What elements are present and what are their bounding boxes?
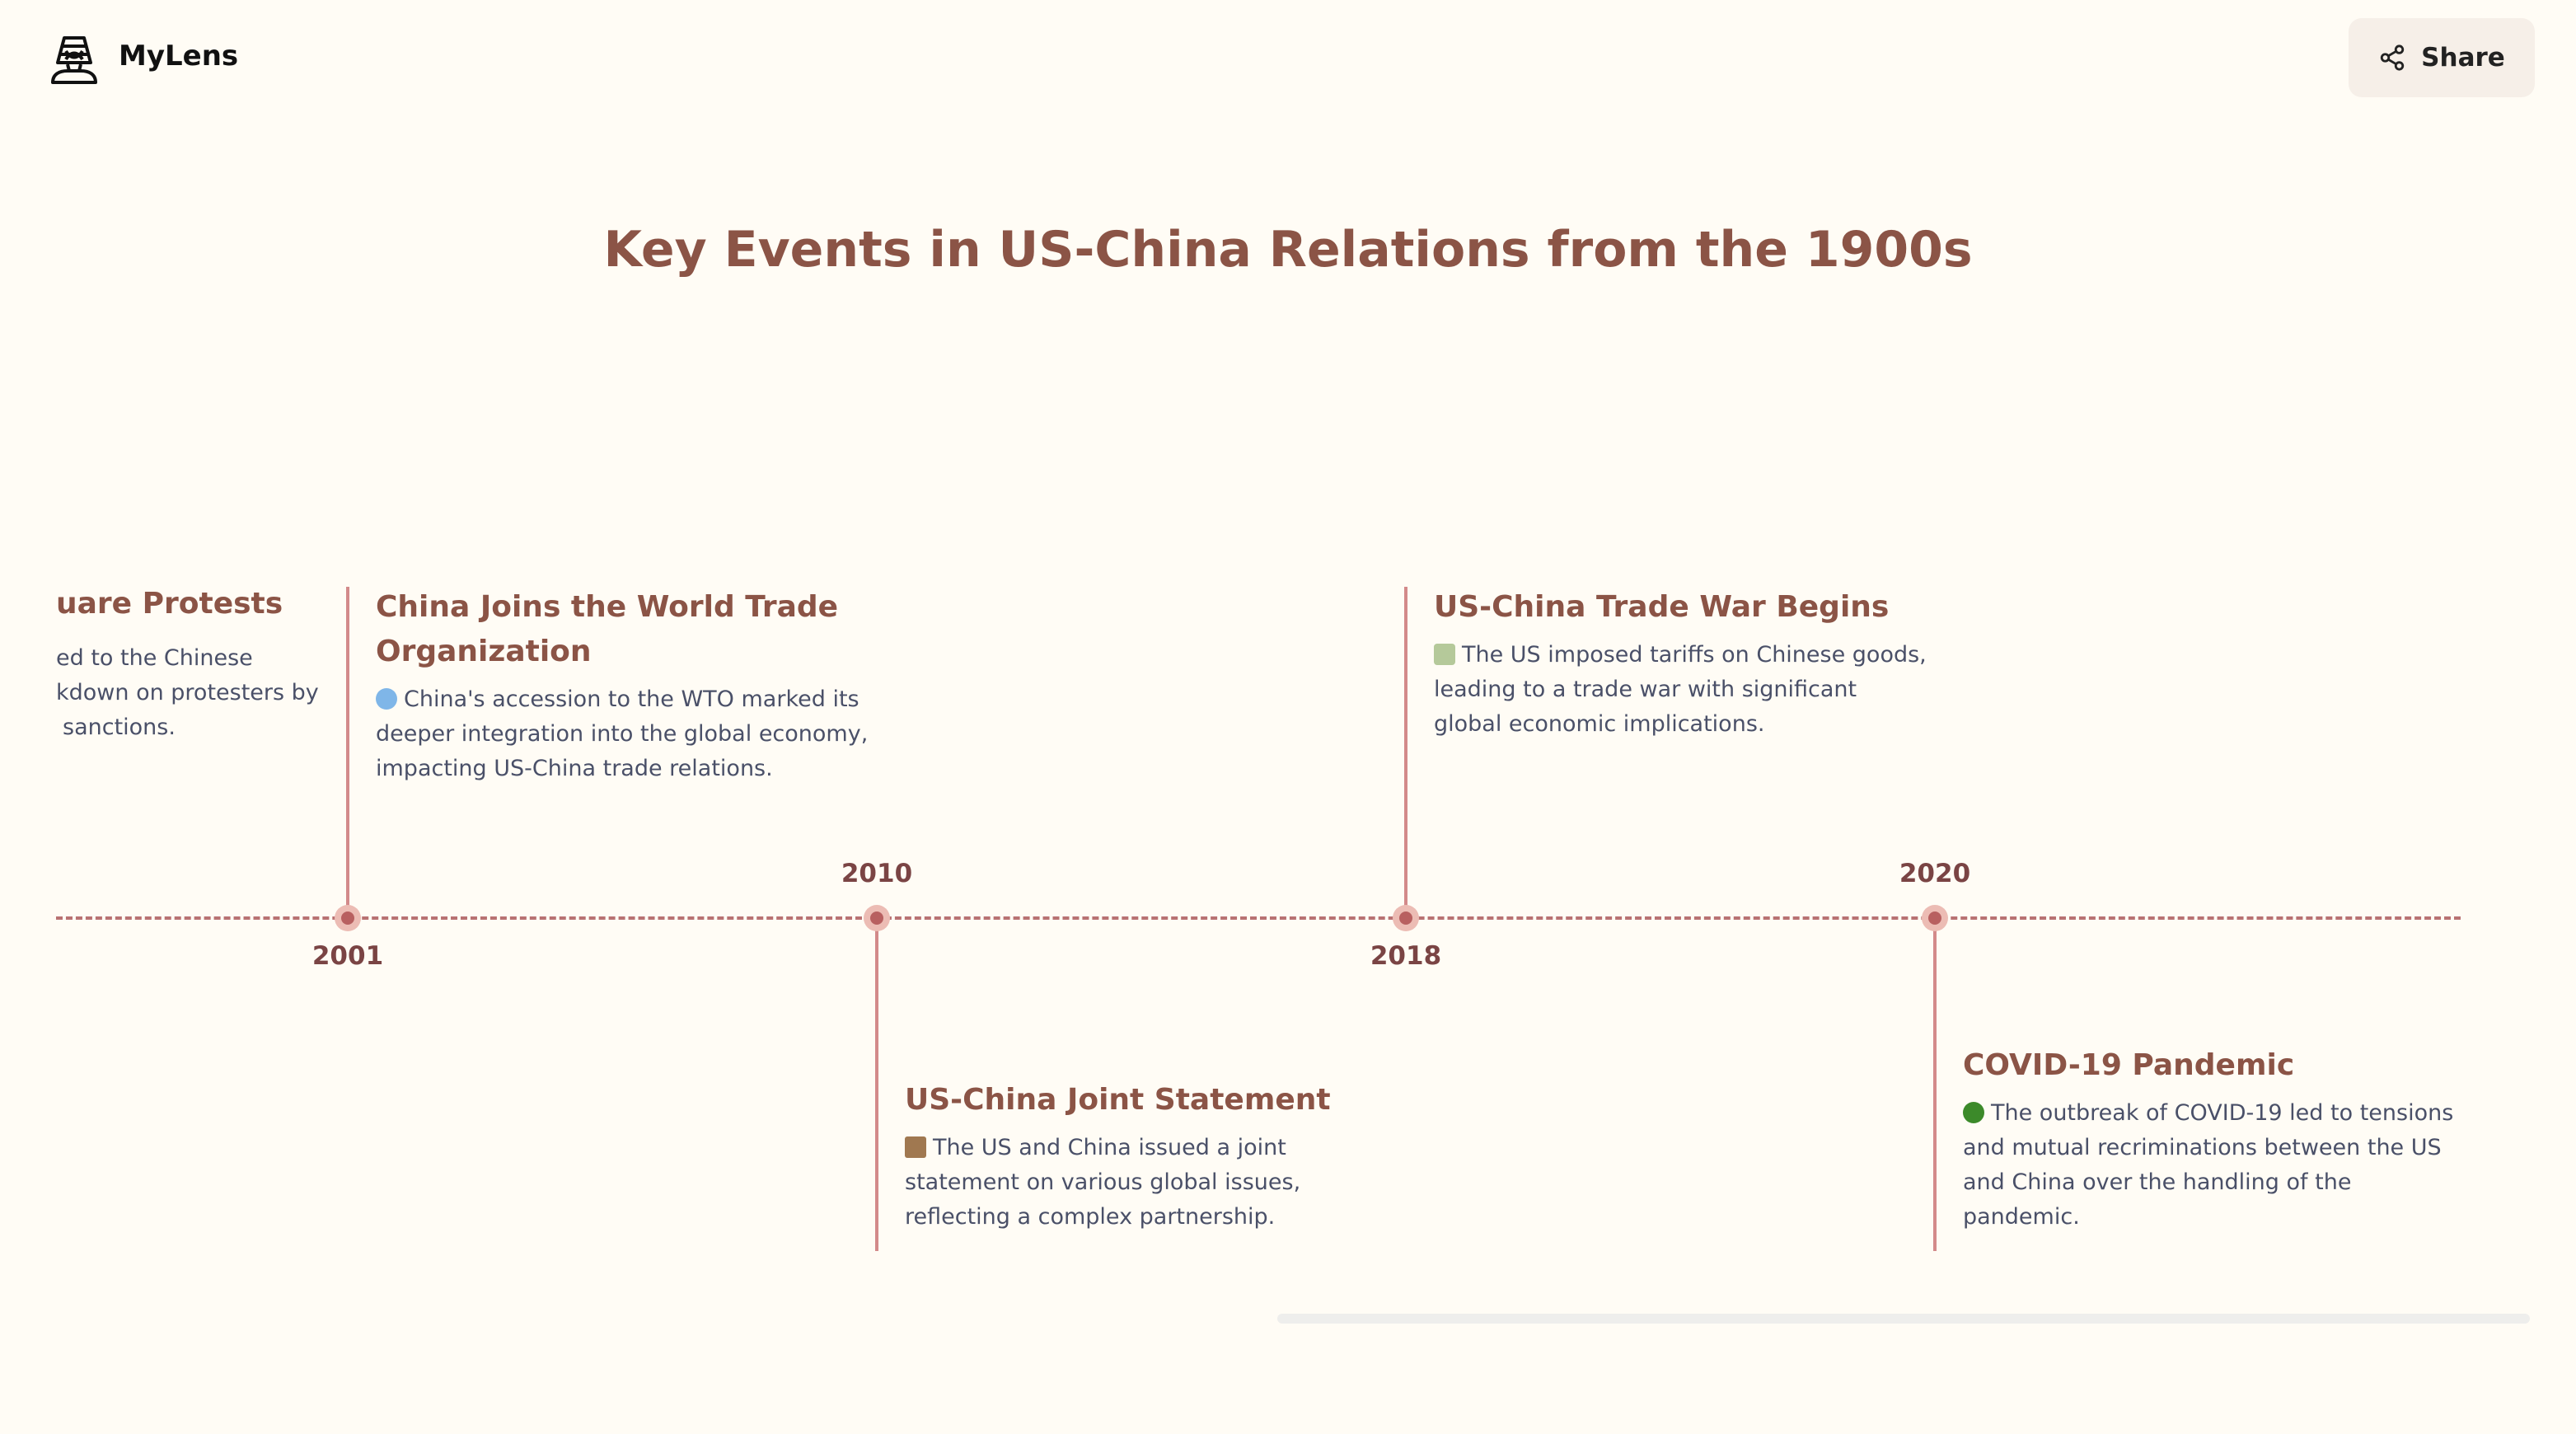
event-title: China Joins the World Trade Organization [376, 590, 839, 668]
microbe-icon [1963, 1102, 1984, 1123]
timeline-node[interactable] [1922, 905, 1948, 931]
timeline-event: COVID-19 Pandemic The outbreak of COVID-… [1963, 1043, 2457, 1235]
event-description: The outbreak of COVID-19 led to tensions… [1963, 1100, 2454, 1230]
timeline-event: China Joins the World Trade Organization… [376, 585, 870, 786]
share-button[interactable]: Share [2349, 18, 2535, 97]
globe-icon [376, 688, 397, 710]
year-label: 2018 [1370, 941, 1442, 971]
scroll-icon [905, 1136, 926, 1158]
event-description: The US imposed tariffs on Chinese goods,… [1434, 642, 1927, 737]
event-line: sanctions. [63, 715, 176, 740]
event-title: US-China Trade War Begins [1434, 590, 1890, 624]
horizontal-scrollbar[interactable] [1277, 1314, 2530, 1324]
event-connector [875, 920, 878, 1251]
brand-name: MyLens [119, 40, 239, 73]
year-label: 2001 [311, 941, 384, 971]
timeline-node[interactable] [1393, 905, 1419, 931]
event-title: US-China Joint Statement [905, 1083, 1331, 1117]
event-description: The US and China issued a joint statemen… [905, 1135, 1301, 1230]
event-connector [1404, 587, 1407, 916]
timeline-node[interactable] [864, 905, 890, 931]
event-line: kdown on protesters by [56, 680, 319, 705]
event-connector [1933, 920, 1937, 1251]
share-icon [2381, 45, 2405, 71]
event-description: China's accession to the WTO marked its … [376, 687, 869, 781]
timeline-event: US-China Joint Statement The US and Chin… [905, 1078, 1399, 1235]
event-line: ed to the Chinese [56, 645, 253, 671]
timeline-axis [56, 916, 2461, 920]
page-title: Key Events in US-China Relations from th… [603, 221, 1973, 279]
share-label: Share [2421, 43, 2505, 73]
timeline-event: US-China Trade War Begins The US imposed… [1434, 585, 1928, 742]
year-label: 2020 [1899, 859, 1971, 888]
event-title: COVID-19 Pandemic [1963, 1048, 2295, 1082]
year-label: 2010 [841, 859, 913, 888]
event-title: uare Protests [56, 587, 283, 621]
money-wings-icon [1434, 644, 1455, 665]
timeline-node[interactable] [335, 905, 361, 931]
pharaoh-icon [51, 36, 97, 84]
partial-event: uare Protests ed to the Chinese kdown on… [56, 577, 320, 791]
event-connector [346, 587, 349, 916]
